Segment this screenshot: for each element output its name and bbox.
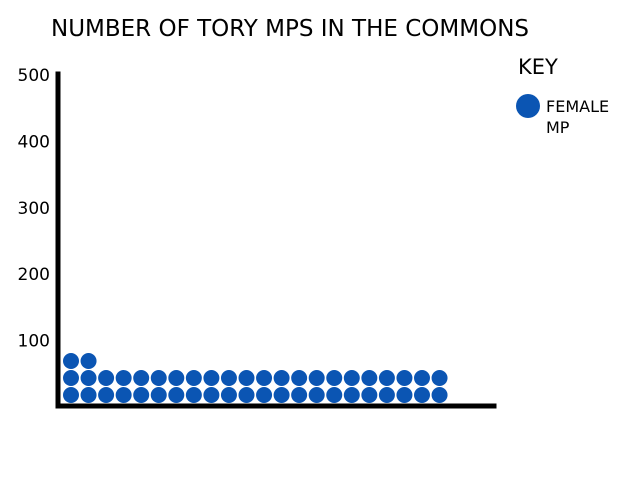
y-axis-ticks: 100 200 300 400 500 <box>18 66 50 352</box>
female-mp-dot <box>80 353 97 369</box>
female-mp-dot <box>256 370 273 386</box>
female-mp-dot <box>150 387 167 403</box>
female-mp-dot <box>308 387 325 403</box>
female-mp-dot <box>273 370 290 386</box>
female-mp-dot <box>63 370 79 386</box>
axes <box>55 71 497 409</box>
female-mp-dot <box>431 387 448 403</box>
female-mp-dot <box>98 387 115 403</box>
y-tick-label-300: 300 <box>18 199 50 219</box>
y-tick-label-200: 200 <box>18 265 50 285</box>
female-mp-dot <box>238 387 255 403</box>
female-mp-dot <box>378 370 395 386</box>
female-mp-dot <box>256 387 273 403</box>
chart-marks <box>63 353 448 403</box>
y-tick-label-500: 500 <box>18 66 50 86</box>
legend: KEY FEMALE MP <box>516 55 609 137</box>
chart-title: NUMBER OF TORY MPS IN THE COMMONS <box>51 16 529 42</box>
female-mp-dot <box>326 370 343 386</box>
female-mp-dot <box>63 353 79 369</box>
female-mp-dot <box>361 387 378 403</box>
female-mp-dot <box>168 387 185 403</box>
female-mp-dot <box>414 387 430 403</box>
female-mp-dot <box>115 370 132 386</box>
female-mp-dot <box>203 387 220 403</box>
female-mp-dot <box>80 370 97 386</box>
female-mp-dot <box>378 387 395 403</box>
female-mp-dot <box>343 387 360 403</box>
female-mp-dot <box>220 387 237 403</box>
female-mp-dot <box>273 387 290 403</box>
y-tick-label-100: 100 <box>18 332 50 352</box>
legend-entry-female-mp: FEMALE <box>546 97 609 116</box>
female-mp-dot <box>203 370 220 386</box>
female-mp-dot <box>396 370 413 386</box>
female-mp-dot <box>291 370 308 386</box>
female-mp-dot <box>326 387 343 403</box>
legend-title: KEY <box>518 55 558 79</box>
female-mp-dot <box>220 370 237 386</box>
female-mp-dot <box>150 370 167 386</box>
female-mp-dot <box>185 370 202 386</box>
y-tick-label-400: 400 <box>18 132 50 152</box>
female-mp-dot <box>80 387 97 403</box>
female-mp-dot <box>343 370 360 386</box>
female-mp-dot <box>308 370 325 386</box>
female-mp-dot <box>396 387 413 403</box>
female-mp-dot <box>168 370 185 386</box>
female-mp-dot <box>133 370 150 386</box>
female-mp-dot <box>115 387 132 403</box>
female-mp-dot <box>63 387 79 403</box>
legend-entry-female-mp-line-2: MP <box>546 118 570 137</box>
female-mp-dot <box>414 370 430 386</box>
female-mp-dot <box>431 370 448 386</box>
female-mp-dot <box>361 370 378 386</box>
legend-female-mp-marker <box>516 94 540 118</box>
female-mp-dot <box>185 387 202 403</box>
female-mp-dot <box>98 370 115 386</box>
female-mp-dot <box>238 370 255 386</box>
female-mp-dot <box>133 387 150 403</box>
female-mp-dot <box>291 387 308 403</box>
